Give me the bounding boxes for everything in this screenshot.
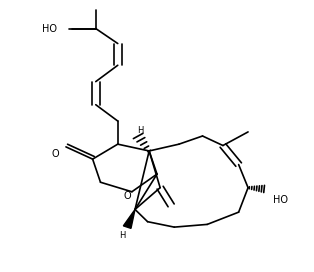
Text: H: H — [138, 125, 144, 135]
Text: O: O — [51, 149, 59, 159]
Text: HO: HO — [42, 24, 57, 33]
Text: HO: HO — [273, 195, 288, 205]
Text: H: H — [119, 231, 125, 240]
Text: O: O — [123, 191, 131, 201]
Polygon shape — [123, 209, 135, 228]
